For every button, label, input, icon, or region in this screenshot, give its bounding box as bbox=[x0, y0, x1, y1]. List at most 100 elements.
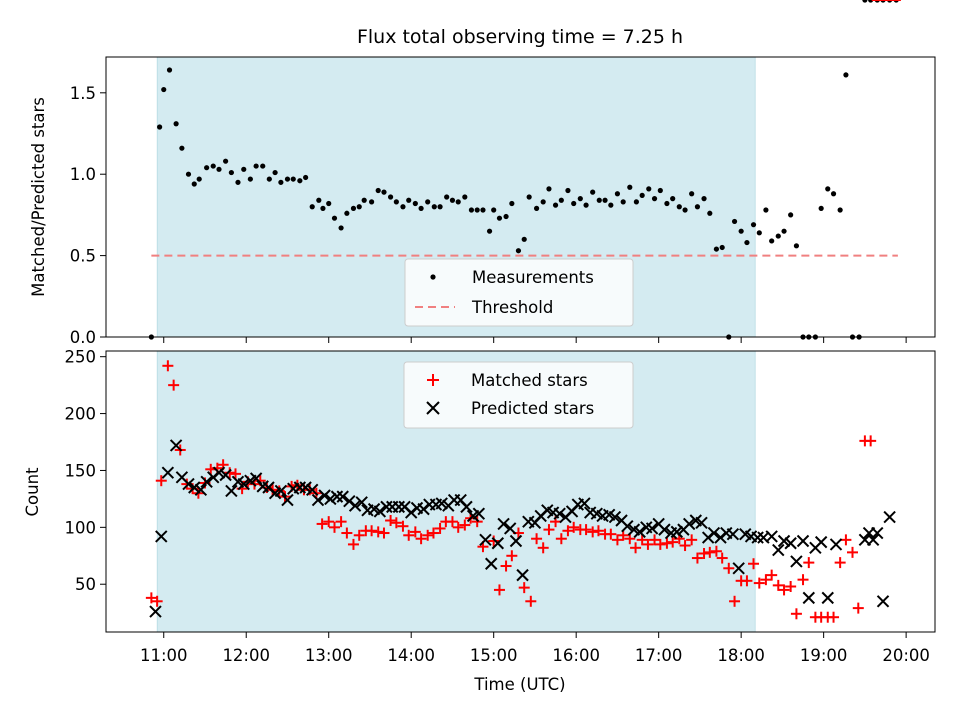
measurement-point bbox=[326, 200, 332, 207]
matched-star-point bbox=[865, 435, 877, 447]
measurement-point bbox=[590, 189, 596, 195]
matched-star-point bbox=[760, 574, 772, 586]
matched-star-point bbox=[518, 582, 530, 594]
predicted-star-point bbox=[380, 500, 393, 514]
predicted-star-stroke-b bbox=[744, 530, 758, 543]
matched-star-point bbox=[168, 379, 180, 391]
measurement-point bbox=[166, 67, 173, 73]
predicted-star-stroke-b bbox=[883, 510, 896, 524]
measurement-point bbox=[583, 202, 589, 208]
predicted-star-stroke-b bbox=[155, 530, 168, 543]
matched-star-point bbox=[729, 595, 741, 607]
predicted-star-point bbox=[155, 530, 168, 543]
measurement-point bbox=[689, 191, 695, 197]
measurement-point bbox=[552, 202, 559, 208]
measurement-point bbox=[223, 158, 229, 164]
matched-star-point bbox=[162, 360, 174, 372]
predicted-star-stroke-b bbox=[410, 501, 424, 515]
predicted-star-point bbox=[497, 517, 510, 531]
predicted-star-stroke-b bbox=[796, 534, 810, 548]
predicted-star-stroke-b bbox=[281, 493, 294, 507]
matched-star-point bbox=[385, 515, 397, 527]
predicted-star-stroke-b bbox=[866, 533, 880, 547]
predicted-star-stroke-b bbox=[311, 493, 325, 507]
measurement-point bbox=[468, 207, 475, 213]
measurement-point bbox=[515, 248, 522, 254]
matched-star-point bbox=[230, 468, 242, 480]
matched-star-point bbox=[568, 521, 580, 533]
matched-star-point bbox=[555, 533, 567, 545]
x-tick-label: 15:00 bbox=[470, 646, 518, 665]
measurement-point bbox=[253, 163, 259, 169]
predicted-star-point bbox=[348, 499, 362, 512]
matched-star-point bbox=[378, 527, 390, 539]
matched-star-point bbox=[778, 584, 790, 596]
matched-star-point bbox=[273, 485, 285, 497]
top-axes-frame bbox=[105, 56, 936, 338]
matched-star-point bbox=[537, 542, 549, 554]
predicted-star-stroke-b bbox=[392, 500, 406, 514]
top-y-axis-label: Matched/Predicted stars bbox=[29, 97, 48, 297]
predicted-star-stroke-b bbox=[522, 515, 535, 528]
matched-star-point bbox=[840, 534, 852, 546]
measurement-point bbox=[775, 233, 781, 239]
matched-star-point bbox=[341, 527, 353, 539]
predicted-star-stroke-b bbox=[491, 537, 505, 550]
matched-star-point bbox=[852, 602, 864, 614]
predicted-star-stroke-b bbox=[871, 526, 884, 540]
chart-title: Flux total observing time = 7.25 h bbox=[357, 26, 683, 48]
predicted-star-point bbox=[149, 605, 162, 618]
predicted-star-stroke-b bbox=[541, 504, 554, 517]
predicted-star-stroke-b bbox=[876, 595, 890, 608]
predicted-star-stroke-b bbox=[373, 505, 387, 518]
measurement-point bbox=[361, 197, 367, 203]
measurement-point bbox=[620, 199, 626, 205]
top-y-tick-label: 0.0 bbox=[70, 328, 96, 347]
measurement-point bbox=[196, 176, 202, 182]
predicted-star-stroke-b bbox=[479, 533, 492, 547]
measurement-point bbox=[369, 199, 375, 205]
measurement-point bbox=[646, 186, 652, 192]
measurement-point bbox=[496, 215, 503, 221]
predicted-star-stroke-b bbox=[682, 517, 696, 531]
bottom-y-axis: 50 100 150 200 250 bbox=[65, 348, 106, 594]
measurement-point bbox=[480, 207, 486, 213]
predicted-star-stroke-b bbox=[726, 527, 740, 541]
predicted-star-stroke-b bbox=[306, 483, 319, 497]
matched-star-point bbox=[667, 536, 679, 548]
matched-star-point bbox=[649, 534, 661, 546]
matched-star-point bbox=[335, 516, 347, 528]
measurement-point bbox=[406, 197, 412, 203]
predicted-star-stroke-b bbox=[175, 471, 189, 484]
measurement-point bbox=[738, 228, 744, 234]
top-legend-box bbox=[404, 258, 634, 327]
matched-star-point bbox=[785, 580, 797, 592]
predicted-star-point bbox=[553, 507, 566, 520]
predicted-star-stroke-b bbox=[829, 538, 843, 551]
matched-star-point bbox=[716, 552, 728, 564]
matched-star-point bbox=[155, 475, 167, 487]
matched-star-point bbox=[531, 533, 543, 545]
predicted-star-stroke-b bbox=[546, 506, 560, 519]
measurement-point bbox=[316, 197, 322, 203]
measurement-point bbox=[843, 72, 849, 78]
measurement-point bbox=[633, 199, 639, 205]
matched-star-point bbox=[772, 579, 784, 591]
measurement-point bbox=[596, 197, 602, 203]
matched-star-point bbox=[605, 528, 617, 540]
predicted-star-point bbox=[876, 595, 890, 608]
predicted-star-point bbox=[237, 477, 250, 491]
matched-star-point bbox=[328, 521, 340, 533]
measurement-point bbox=[204, 165, 210, 171]
top-legend: Measurements Threshold bbox=[404, 258, 634, 327]
measurement-point bbox=[546, 186, 552, 192]
matched-star-point bbox=[446, 516, 458, 528]
x-axis-label: Time (UTC) bbox=[473, 675, 565, 694]
x-tick-label: 11:00 bbox=[140, 646, 188, 665]
top-panel: 0.0 0.5 1.0 1.5 Matched/Predicted stars Mea… bbox=[29, 0, 936, 347]
predicted-star-point bbox=[707, 526, 721, 540]
measurement-point bbox=[788, 212, 794, 218]
predicted-star-point bbox=[460, 500, 473, 514]
measurement-point bbox=[474, 207, 480, 213]
predicted-star-stroke-b bbox=[318, 489, 331, 502]
